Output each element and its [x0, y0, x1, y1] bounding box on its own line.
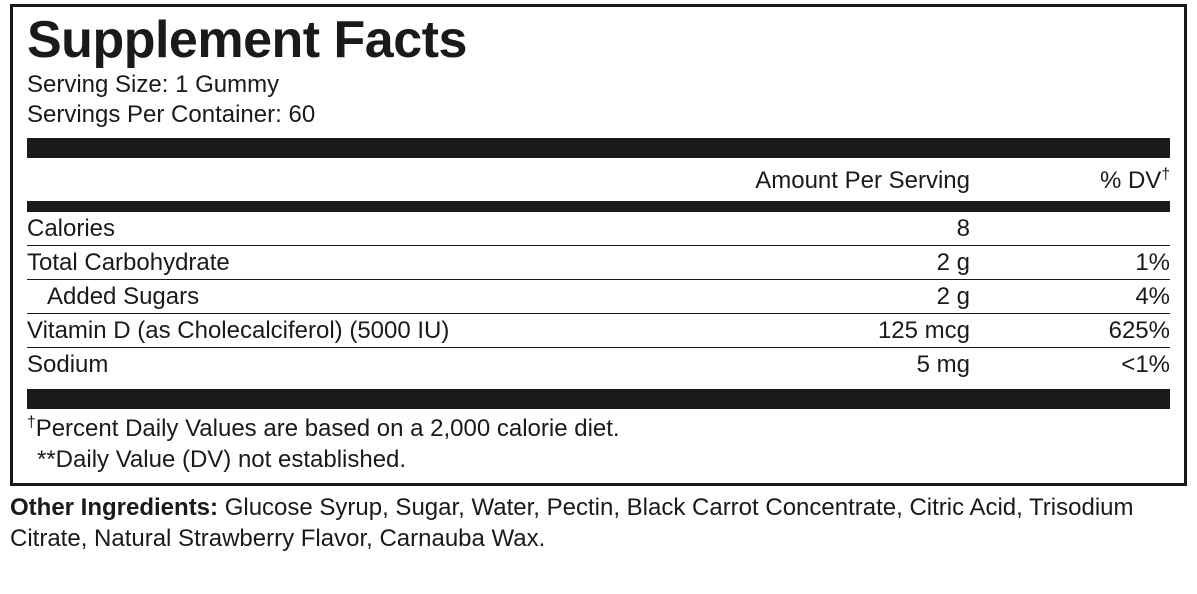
- dv-dagger: †: [1161, 166, 1170, 183]
- thick-rule-top: [27, 138, 1170, 158]
- serving-info: Serving Size: 1 Gummy Servings Per Conta…: [27, 70, 1170, 130]
- nutrient-dv: 4%: [970, 283, 1170, 311]
- serving-size-value: 1 Gummy: [175, 71, 279, 98]
- footnotes: †Percent Daily Values are based on a 2,0…: [27, 413, 1170, 475]
- supplement-facts-panel: Supplement Facts Serving Size: 1 Gummy S…: [10, 4, 1187, 486]
- other-ingredients-label: Other Ingredients:: [10, 494, 225, 521]
- nutrient-amount: 125 mcg: [670, 317, 970, 345]
- nutrient-name: Sodium: [27, 351, 670, 379]
- dv-label: % DV: [1100, 167, 1161, 194]
- servings-per-container-value: 60: [288, 101, 315, 128]
- footnote-line1-text: Percent Daily Values are based on a 2,00…: [36, 415, 620, 442]
- medium-rule: [27, 201, 1170, 211]
- column-header-amount: Amount Per Serving: [670, 167, 970, 195]
- nutrient-amount: 2 g: [670, 283, 970, 311]
- nutrient-name: Total Carbohydrate: [27, 249, 670, 277]
- footnote-dv-basis: †Percent Daily Values are based on a 2,0…: [27, 413, 1170, 444]
- nutrient-rows: Calories8Total Carbohydrate2 g1%Added Su…: [27, 211, 1170, 381]
- nutrient-row: Total Carbohydrate2 g1%: [27, 245, 1170, 279]
- column-header-dv: % DV†: [970, 166, 1170, 195]
- serving-size-line: Serving Size: 1 Gummy: [27, 70, 1170, 100]
- servings-per-container-line: Servings Per Container: 60: [27, 100, 1170, 130]
- nutrient-dv: 625%: [970, 317, 1170, 345]
- thick-rule-bottom: [27, 389, 1170, 409]
- nutrient-name: Added Sugars: [27, 283, 670, 311]
- nutrient-row: Vitamin D (as Cholecalciferol) (5000 IU)…: [27, 313, 1170, 347]
- nutrient-row: Calories8: [27, 211, 1170, 245]
- nutrient-amount: 5 mg: [670, 351, 970, 379]
- footnote-dv-not-established: **Daily Value (DV) not established.: [27, 444, 1170, 475]
- column-header-row: Amount Per Serving % DV†: [27, 166, 1170, 197]
- nutrient-row: Sodium5 mg<1%: [27, 347, 1170, 381]
- serving-size-label: Serving Size:: [27, 71, 175, 98]
- nutrient-dv: <1%: [970, 351, 1170, 379]
- footnote-dagger: †: [27, 414, 36, 431]
- nutrient-name: Calories: [27, 215, 670, 243]
- nutrient-name: Vitamin D (as Cholecalciferol) (5000 IU): [27, 317, 670, 345]
- nutrient-row: Added Sugars2 g4%: [27, 279, 1170, 313]
- servings-per-container-label: Servings Per Container:: [27, 101, 288, 128]
- other-ingredients: Other Ingredients: Glucose Syrup, Sugar,…: [10, 492, 1187, 554]
- nutrient-amount: 2 g: [670, 249, 970, 277]
- nutrient-dv: 1%: [970, 249, 1170, 277]
- panel-title: Supplement Facts: [27, 13, 1170, 68]
- nutrient-amount: 8: [670, 215, 970, 243]
